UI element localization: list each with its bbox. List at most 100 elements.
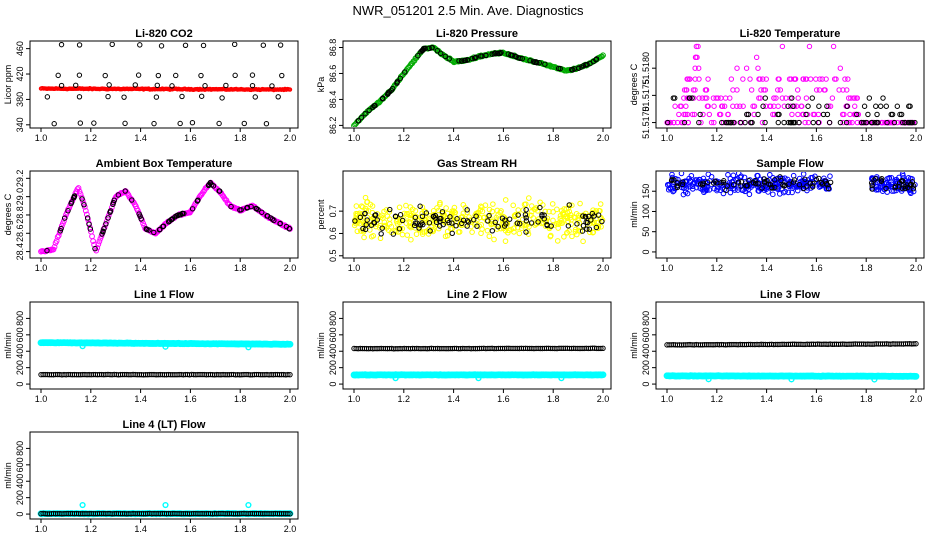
temperature-data-point — [837, 65, 844, 71]
line4-plot-frame — [29, 431, 299, 520]
co2-data-point — [269, 83, 275, 89]
co2-data-point — [91, 120, 97, 126]
sample-data-point — [789, 189, 795, 196]
rh-data-point — [583, 219, 589, 225]
ambient-data-point — [238, 207, 244, 213]
line4-data-point — [285, 511, 291, 517]
temperature-data-point — [681, 119, 688, 126]
rh-data-point — [517, 221, 523, 227]
sample-data-point — [712, 178, 718, 184]
pressure-data-point — [386, 89, 393, 95]
sample-data-point — [724, 183, 730, 189]
co2-data-point — [277, 42, 284, 48]
ambient-data-point — [105, 215, 111, 221]
temperature-data-point — [745, 111, 752, 118]
sample-data-point — [781, 183, 787, 189]
temperature-data-point — [775, 103, 781, 109]
line2-y-tick-label: 800 — [328, 311, 338, 326]
temperature-x-tick-label: 1.0 — [661, 133, 674, 143]
rh-data-point — [486, 233, 493, 240]
rh-data-point — [593, 208, 599, 214]
rh-data-point — [449, 230, 455, 237]
co2-data-point — [202, 83, 208, 89]
ambient-data-point — [137, 213, 143, 219]
rh-data-point — [419, 231, 426, 237]
rh-data-point — [363, 207, 370, 214]
ambient-data-point — [57, 228, 64, 234]
pressure-data-point — [568, 66, 575, 73]
rh-data-point — [484, 227, 491, 234]
rh-data-point — [561, 233, 567, 240]
rh-data-point — [395, 229, 402, 235]
rh-data-point — [522, 212, 529, 218]
temperature-data-point — [779, 43, 786, 50]
line1-x-tick-label: 1.6 — [184, 394, 197, 404]
rh-y-tick-label: 0.6 — [328, 227, 338, 240]
sample-data-point — [807, 180, 813, 186]
temperature-data-point — [698, 119, 704, 126]
ambient-data-point — [209, 182, 215, 188]
co2-data-point — [241, 120, 247, 127]
temperature-data-point — [740, 76, 746, 82]
sample-title: Sample Flow — [756, 158, 824, 170]
pressure-ylabel: kPa — [316, 77, 326, 93]
rh-data-point — [380, 215, 386, 221]
pressure-y-tick-label: 86.2 — [328, 117, 338, 135]
line1-title: Line 1 Flow — [134, 289, 194, 301]
line1-data-point — [162, 343, 169, 350]
ambient-data-point — [65, 208, 71, 214]
co2-data-point — [279, 72, 285, 79]
temperature-data-point — [785, 103, 791, 109]
temperature-data-point — [749, 119, 755, 126]
sample-data-point — [892, 177, 898, 183]
temperature-ylabel: degrees C — [629, 63, 639, 105]
rh-data-point — [396, 226, 403, 232]
ambient-data-point — [89, 233, 95, 240]
rh-data-point — [474, 223, 480, 229]
rh-data-point — [357, 214, 364, 221]
ambient-data-point — [100, 229, 106, 235]
temperature-data-point — [767, 103, 773, 109]
temperature-data-point — [805, 103, 811, 109]
ambient-data-point — [94, 244, 101, 251]
sample-x-tick-label: 1.8 — [860, 263, 873, 273]
ambient-data-point — [228, 203, 234, 210]
line4-data-point — [287, 511, 293, 517]
co2-data-point — [58, 42, 65, 48]
temperature-data-point — [690, 87, 697, 93]
temperature-data-point — [687, 76, 693, 82]
rh-data-point — [541, 212, 547, 218]
rh-data-point — [470, 217, 477, 223]
sample-data-point — [816, 175, 822, 182]
ambient-data-point — [253, 205, 259, 212]
temperature-data-point — [719, 103, 725, 109]
temperature-data-point — [833, 76, 839, 82]
temperature-data-point — [742, 119, 748, 126]
temperature-data-point — [865, 111, 871, 118]
sample-plot-frame — [655, 170, 925, 259]
rh-data-point — [511, 225, 517, 232]
pressure-plot-frame — [342, 40, 612, 129]
sample-data-point — [752, 177, 758, 184]
co2-data-point — [198, 93, 205, 99]
temperature-data-point — [779, 95, 786, 101]
line3-x-tick-label: 2.0 — [910, 394, 923, 404]
sample-data-point — [869, 182, 875, 188]
temperature-data-point — [795, 111, 801, 118]
ambient-ylabel: degrees C — [3, 193, 13, 235]
temperature-data-point — [748, 87, 755, 93]
temperature-data-point — [775, 111, 781, 118]
co2-x-tick-label: 1.0 — [35, 133, 48, 143]
temperature-data-point — [791, 119, 797, 126]
temperature-data-point — [813, 87, 820, 93]
ambient-data-point — [95, 241, 102, 248]
rh-data-point — [386, 209, 393, 215]
rh-x-tick-label: 1.2 — [398, 263, 411, 273]
sample-data-point — [697, 181, 704, 187]
temperature-data-point — [686, 95, 693, 101]
rh-data-point — [464, 207, 470, 213]
temperature-data-point — [902, 119, 908, 126]
rh-data-point — [399, 231, 406, 238]
temperature-data-point — [800, 111, 807, 118]
rh-data-point — [354, 211, 361, 217]
